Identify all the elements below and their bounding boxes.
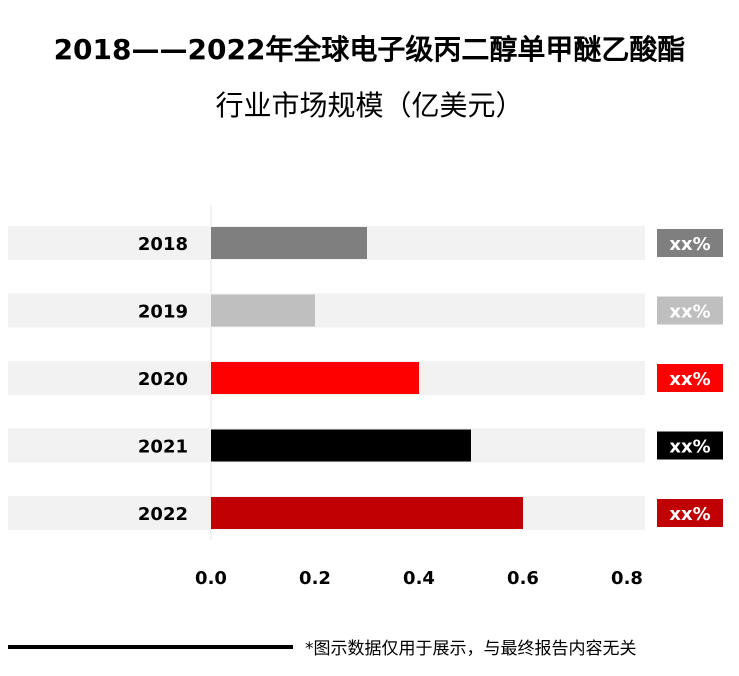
growth-badge bbox=[657, 364, 723, 392]
bar-2020 bbox=[211, 362, 419, 394]
x-tick-label: 0.8 bbox=[611, 568, 643, 589]
category-label: 2020 bbox=[138, 369, 188, 390]
category-label: 2018 bbox=[138, 234, 188, 255]
category-label: 2021 bbox=[138, 437, 188, 458]
bar-2022 bbox=[211, 497, 523, 529]
bar-2019 bbox=[211, 294, 315, 327]
growth-label: xx% bbox=[669, 302, 710, 323]
x-tick-label: 0.0 bbox=[195, 568, 227, 589]
growth-badge bbox=[657, 229, 723, 257]
x-tick-label: 0.2 bbox=[299, 568, 331, 589]
footer-disclaimer: *图示数据仅用于展示，与最终报告内容无关 bbox=[305, 639, 637, 659]
growth-badge bbox=[657, 499, 723, 527]
growth-label: xx% bbox=[669, 234, 710, 255]
growth-badge bbox=[657, 296, 723, 325]
growth-label: xx% bbox=[669, 437, 710, 458]
category-label: 2022 bbox=[138, 504, 188, 525]
footer-divider bbox=[8, 645, 293, 649]
chart-title-line2: 行业市场规模（亿美元） bbox=[215, 89, 524, 122]
category-label: 2019 bbox=[138, 302, 188, 323]
growth-label: xx% bbox=[669, 369, 710, 390]
bar-2018 bbox=[211, 227, 367, 259]
growth-label: xx% bbox=[669, 504, 710, 525]
bar-2021 bbox=[211, 429, 471, 462]
x-tick-label: 0.4 bbox=[403, 568, 435, 589]
chart-title-line1: 2018——2022年全球电子级丙二醇单甲醚乙酸酯 bbox=[53, 33, 686, 66]
growth-badge bbox=[657, 431, 723, 460]
x-tick-label: 0.6 bbox=[507, 568, 539, 589]
row-background-band bbox=[8, 293, 645, 328]
